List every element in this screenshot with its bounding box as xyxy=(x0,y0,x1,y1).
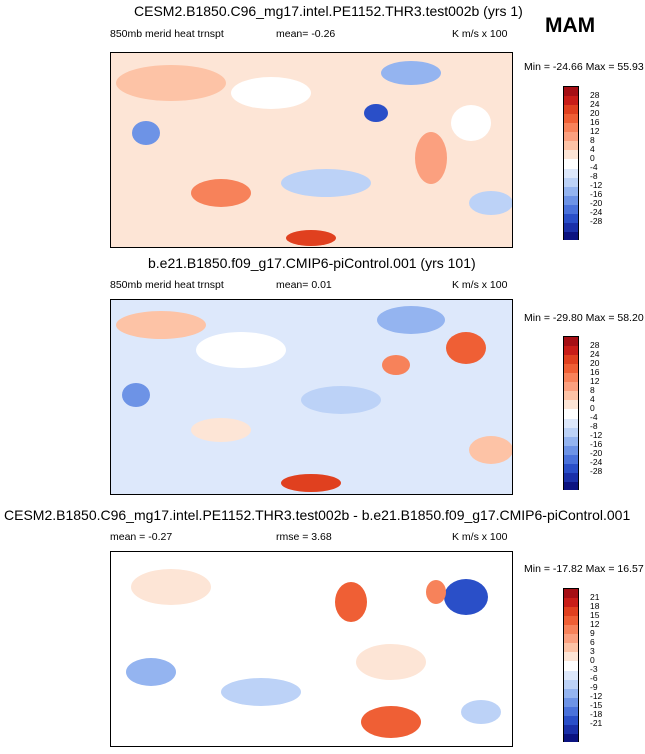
colorbar-tick: 3 xyxy=(590,646,595,656)
panel-2-minmax: Min = -29.80 Max = 58.20 xyxy=(524,312,644,324)
colorbar-tick: 20 xyxy=(590,358,600,368)
panel-3-units-label: K m/s x 100 xyxy=(452,531,508,543)
panel-2-title: b.e21.B1850.f09_g17.CMIP6-piControl.001 … xyxy=(148,255,476,271)
colorbar-tick: -8 xyxy=(590,171,598,181)
colorbar-tick: -20 xyxy=(590,448,603,458)
colorbar-tick: -16 xyxy=(590,439,603,449)
colorbar-tick: 28 xyxy=(590,340,600,350)
colorbar-tick: 0 xyxy=(590,655,595,665)
colorbar-tick: -21 xyxy=(590,718,603,728)
colorbar-tick: 4 xyxy=(590,144,595,154)
colorbar-tick: -12 xyxy=(590,691,603,701)
colorbar-tick: 6 xyxy=(590,637,595,647)
colorbar-tick: -18 xyxy=(590,709,603,719)
colorbar-tick: -8 xyxy=(590,421,598,431)
colorbar-tick: 8 xyxy=(590,385,595,395)
colorbar-tick: -3 xyxy=(590,664,598,674)
colorbar-tick: 15 xyxy=(590,610,600,620)
panel-3-title: CESM2.B1850.C96_mg17.intel.PE1152.THR3.t… xyxy=(4,507,631,523)
colorbar-tick: 18 xyxy=(590,601,600,611)
panel-3-map xyxy=(110,551,513,747)
panel-1-variable-label: 850mb merid heat trnspt xyxy=(110,28,224,40)
panel-3-mean-label: mean = -0.27 xyxy=(110,531,173,543)
colorbar-tick: -9 xyxy=(590,682,598,692)
panel-2-mean-label: mean= 0.01 xyxy=(276,279,332,291)
colorbar-tick: 16 xyxy=(590,367,600,377)
season-label: MAM xyxy=(545,14,596,37)
colorbar-tick: 8 xyxy=(590,135,595,145)
panel-3-map-field xyxy=(111,552,512,746)
colorbar-tick: -24 xyxy=(590,457,603,467)
panel-2-units-label: K m/s x 100 xyxy=(452,279,508,291)
colorbar-tick: 24 xyxy=(590,349,600,359)
colorbar-tick: 0 xyxy=(590,153,595,163)
panel-1-mean-label: mean= -0.26 xyxy=(276,28,336,40)
panel-3-minmax: Min = -17.82 Max = 16.57 xyxy=(524,563,644,575)
colorbar-tick: 28 xyxy=(590,90,600,100)
colorbar-tick: 0 xyxy=(590,403,595,413)
colorbar-tick: 12 xyxy=(590,126,600,136)
panel-2-map-field xyxy=(111,300,512,494)
colorbar-tick: -15 xyxy=(590,700,603,710)
panel-1-minmax: Min = -24.66 Max = 55.93 xyxy=(524,61,644,73)
colorbar-tick: 4 xyxy=(590,394,595,404)
colorbar-tick: 21 xyxy=(590,592,600,602)
colorbar-tick: 24 xyxy=(590,99,600,109)
colorbar-tick: -24 xyxy=(590,207,603,217)
colorbar-tick: 12 xyxy=(590,376,600,386)
colorbar-tick: -4 xyxy=(590,162,598,172)
colorbar-tick: 16 xyxy=(590,117,600,127)
colorbar-tick: -20 xyxy=(590,198,603,208)
panel-3-rmse-label: rmse = 3.68 xyxy=(276,531,332,543)
panel-1-title: CESM2.B1850.C96_mg17.intel.PE1152.THR3.t… xyxy=(134,3,523,19)
panel-1-map-field xyxy=(111,53,512,247)
colorbar-tick: -28 xyxy=(590,216,603,226)
colorbar-tick: 9 xyxy=(590,628,595,638)
panel-1-map xyxy=(110,52,513,248)
colorbar-tick: -12 xyxy=(590,180,603,190)
colorbar-tick: 12 xyxy=(590,619,600,629)
panel-2-variable-label: 850mb merid heat trnspt xyxy=(110,279,224,291)
panel-1-colorbar xyxy=(563,86,579,240)
colorbar-tick: -28 xyxy=(590,466,603,476)
colorbar-tick: -6 xyxy=(590,673,598,683)
colorbar-tick: 20 xyxy=(590,108,600,118)
colorbar-tick: -4 xyxy=(590,412,598,422)
panel-3-colorbar xyxy=(563,588,579,742)
panel-2-colorbar xyxy=(563,336,579,490)
colorbar-tick: -12 xyxy=(590,430,603,440)
panel-1-units-label: K m/s x 100 xyxy=(452,28,508,40)
panel-2-map xyxy=(110,299,513,495)
colorbar-tick: -16 xyxy=(590,189,603,199)
